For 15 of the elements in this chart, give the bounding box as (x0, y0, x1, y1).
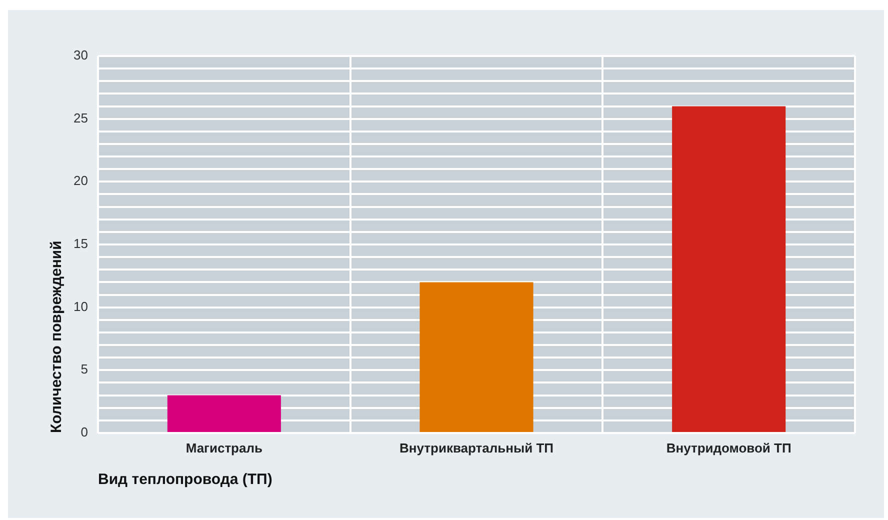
y-tick-label: 15 (74, 236, 88, 252)
x-axis-title: Вид теплопровода (ТП) (98, 471, 272, 488)
x-tick-label: Магистраль (186, 440, 262, 456)
y-tick-label: 25 (74, 110, 88, 126)
x-tick-label: Внутридомовой ТП (666, 440, 792, 456)
y-tick-label: 30 (74, 48, 88, 63)
bar (672, 106, 786, 432)
y-axis-title: Количество повреждений (48, 240, 66, 433)
y-tick-label: 20 (74, 173, 88, 188)
bar (420, 282, 534, 432)
y-tick-label: 0 (80, 424, 88, 440)
x-tick-label: Внутриквартальный ТП (400, 440, 554, 456)
bar (167, 395, 281, 432)
y-tick-label: 5 (80, 362, 88, 377)
y-tick-label: 10 (74, 298, 88, 314)
